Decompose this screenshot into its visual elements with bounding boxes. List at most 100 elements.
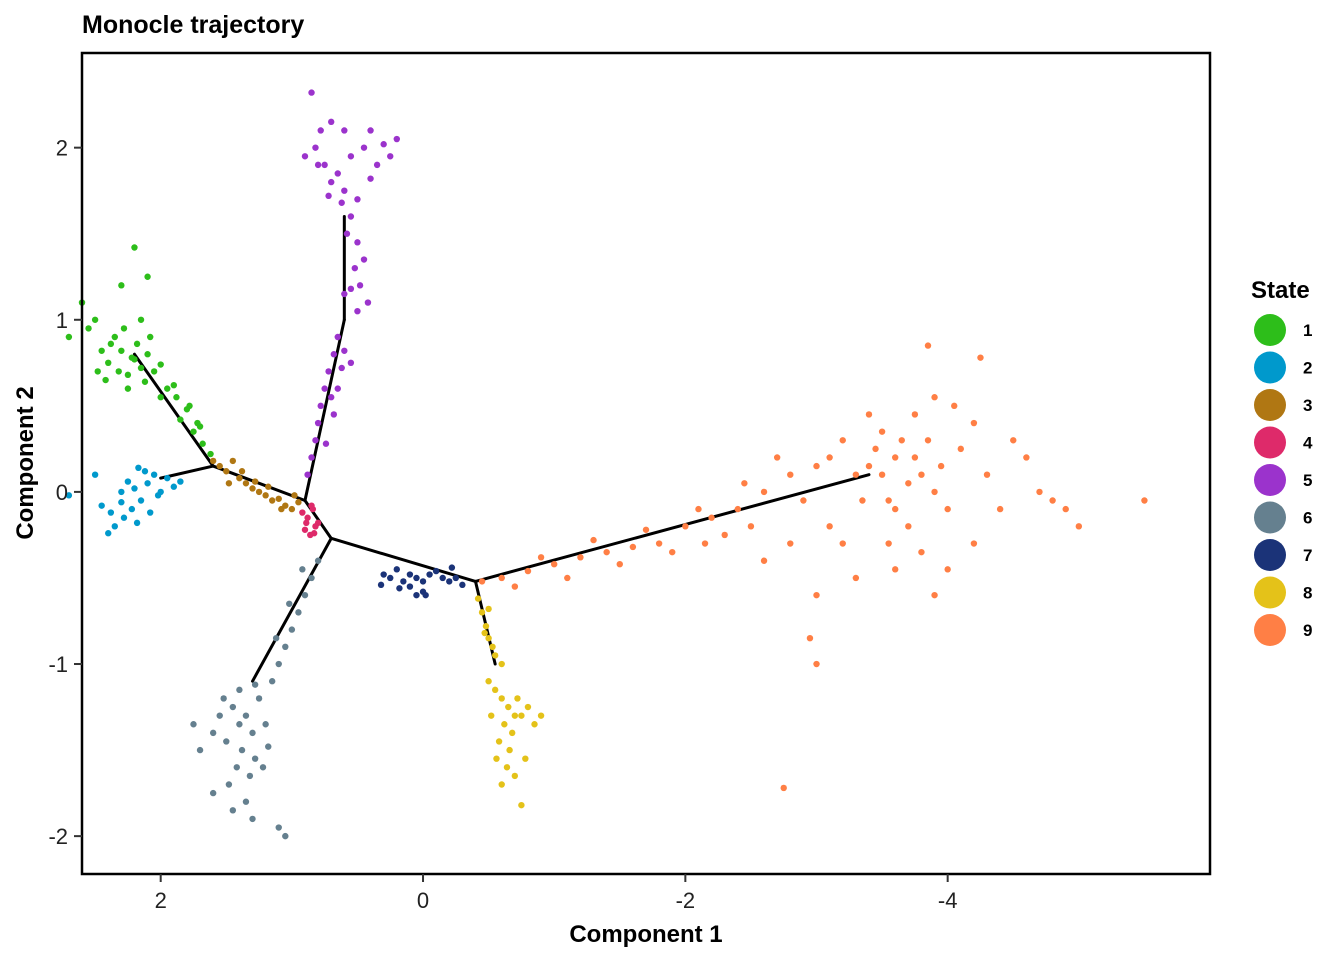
data-point-state-8: [509, 729, 516, 737]
y-tick-label: -2: [48, 824, 68, 849]
data-point-state-6: [249, 729, 256, 737]
data-point-state-7: [393, 566, 400, 573]
data-point-state-9: [931, 394, 938, 401]
legend-label: 9: [1303, 621, 1312, 640]
y-axis-title: Component 2: [12, 386, 39, 539]
data-point-state-9: [1036, 488, 1043, 496]
data-point-state-9: [826, 454, 833, 461]
data-point-state-7: [413, 574, 420, 582]
data-point-state-9: [970, 540, 978, 547]
data-point-state-6: [272, 634, 280, 642]
data-point-state-9: [498, 574, 505, 582]
data-point-state-9: [590, 536, 597, 544]
data-point-state-9: [537, 554, 545, 561]
data-point-state-1: [85, 325, 92, 332]
data-point-state-1: [120, 325, 128, 332]
data-point-state-1: [199, 440, 206, 447]
data-point-state-5: [373, 161, 381, 169]
data-point-state-1: [128, 354, 136, 361]
data-point-state-9: [839, 437, 846, 444]
data-point-state-7: [406, 571, 414, 578]
data-point-state-9: [760, 557, 768, 564]
data-point-state-8: [524, 703, 532, 711]
y-tick-label: 0: [56, 480, 68, 505]
data-point-state-1: [107, 340, 115, 348]
data-point-state-3: [251, 478, 259, 485]
data-point-state-6: [275, 824, 282, 831]
data-point-state-5: [334, 170, 341, 177]
data-point-state-9: [813, 660, 820, 668]
data-point-state-7: [396, 585, 403, 592]
data-point-state-5: [380, 141, 387, 148]
data-point-state-7: [432, 567, 440, 575]
data-point-state-8: [522, 755, 529, 762]
data-point-state-1: [190, 428, 197, 435]
data-point-state-9: [629, 543, 637, 551]
data-point-state-1: [207, 450, 214, 458]
legend-label: 1: [1303, 321, 1312, 340]
data-point-state-1: [144, 273, 151, 280]
data-point-state-8: [485, 634, 492, 642]
data-point-state-5: [347, 359, 355, 367]
y-tick-label: -1: [48, 652, 68, 677]
data-point-state-9: [892, 454, 899, 461]
data-point-state-5: [354, 239, 361, 246]
data-point-state-5: [341, 347, 348, 354]
legend-key-state-9: [1254, 614, 1286, 646]
data-point-state-8: [493, 755, 500, 762]
legend-key-state-5: [1254, 464, 1286, 496]
data-point-state-5: [312, 437, 319, 444]
data-point-state-6: [265, 743, 272, 750]
data-point-state-1: [131, 244, 138, 251]
data-point-state-5: [360, 256, 368, 263]
data-point-state-9: [872, 445, 879, 453]
data-point-state-8: [489, 643, 496, 651]
legend-key-state-8: [1254, 576, 1286, 609]
legend-label: 4: [1303, 434, 1313, 453]
data-point-state-6: [288, 626, 296, 633]
data-point-state-5: [356, 282, 364, 289]
data-point-state-9: [564, 574, 571, 582]
data-point-state-7: [380, 571, 387, 578]
data-point-state-6: [255, 695, 263, 702]
data-point-state-5: [393, 135, 400, 143]
data-point-state-2: [154, 492, 162, 499]
data-point-state-3: [295, 499, 302, 506]
data-point-state-6: [249, 815, 256, 823]
data-point-state-9: [865, 462, 873, 470]
data-point-state-2: [124, 478, 132, 485]
data-point-state-6: [242, 712, 250, 719]
data-point-state-6: [251, 755, 259, 762]
data-point-state-9: [550, 560, 558, 568]
data-point-state-5: [360, 144, 368, 151]
data-point-state-8: [537, 712, 545, 719]
data-point-state-9: [760, 488, 768, 496]
data-point-state-1: [141, 378, 149, 385]
data-point-state-1: [115, 368, 122, 375]
data-point-state-9: [839, 540, 846, 547]
data-point-state-8: [488, 712, 495, 719]
data-point-state-1: [157, 361, 164, 368]
data-point-state-6: [242, 798, 250, 805]
data-point-state-8: [491, 686, 499, 694]
data-point-state-6: [282, 832, 289, 840]
data-point-state-8: [531, 721, 538, 728]
data-point-state-5: [322, 440, 330, 447]
data-point-state-2: [141, 468, 149, 475]
data-point-state-5: [367, 175, 374, 182]
data-point-state-6: [233, 764, 240, 771]
data-point-state-3: [268, 497, 276, 504]
data-point-state-9: [813, 462, 820, 470]
data-point-state-8: [478, 609, 486, 616]
data-point-state-4: [310, 530, 318, 537]
data-point-state-6: [262, 721, 269, 728]
data-point-state-6: [295, 609, 302, 616]
plot-panel: [82, 53, 1210, 874]
data-point-state-3: [278, 505, 285, 513]
data-point-state-8: [485, 678, 492, 685]
data-point-state-5: [308, 89, 315, 96]
data-point-state-9: [951, 402, 958, 410]
data-point-state-9: [478, 578, 486, 585]
data-point-state-9: [918, 548, 925, 556]
